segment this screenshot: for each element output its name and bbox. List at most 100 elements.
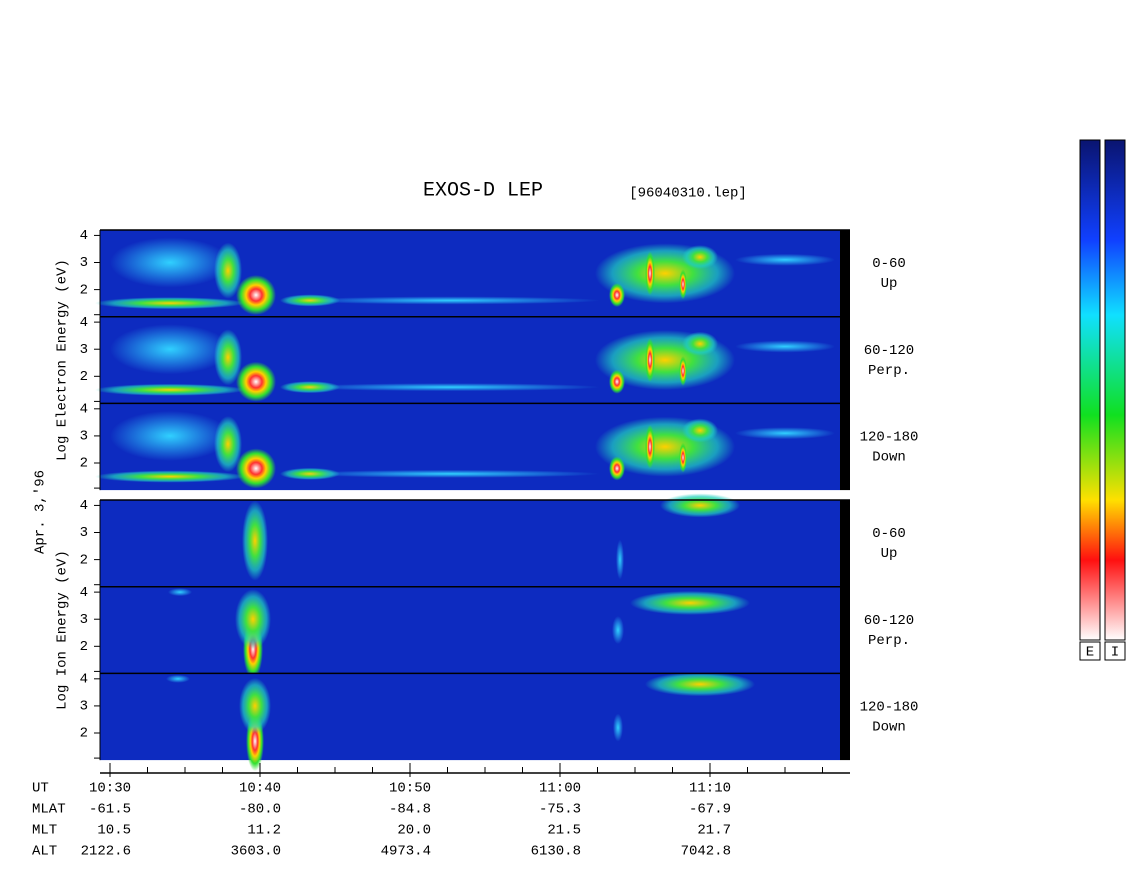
spectral-feature	[609, 283, 625, 308]
y-tick-label: 2	[80, 726, 88, 742]
data-gap-strip	[840, 403, 850, 491]
channel-label: 60-120	[864, 613, 914, 629]
orbit-value: -80.0	[239, 802, 281, 818]
orbit-value: -67.9	[689, 802, 731, 818]
colorbar-label: I	[1111, 645, 1119, 661]
spectral-feature	[236, 448, 276, 489]
channel-label: 0-60	[872, 526, 906, 542]
spectral-feature	[95, 470, 245, 483]
row-label: MLT	[32, 823, 57, 839]
spectral-feature	[110, 410, 230, 461]
direction-label: Perp.	[868, 363, 910, 379]
orbit-value: 4973.4	[381, 844, 431, 860]
x-tick-label: 10:30	[89, 781, 131, 797]
colorbar	[1079, 139, 1101, 641]
x-tick-label: 10:40	[239, 781, 281, 797]
x-tick-label: 11:00	[539, 781, 581, 797]
spectral-feature	[630, 590, 750, 615]
spectral-feature	[645, 338, 655, 383]
spectral-feature	[300, 383, 600, 392]
row-label: ALT	[32, 844, 57, 860]
panel: 2 3 4 120-180 Down	[80, 672, 919, 772]
spectral-feature	[110, 324, 230, 375]
spectral-feature	[735, 253, 835, 266]
spectral-feature	[612, 616, 624, 645]
y-tick-label: 4	[80, 498, 88, 514]
y-tick-label: 4	[80, 672, 88, 688]
orbit-value: -75.3	[539, 802, 581, 818]
row-label: MLAT	[32, 802, 66, 818]
orbit-value: -84.8	[389, 802, 431, 818]
spectral-feature	[236, 275, 276, 316]
y-tick-label: 2	[80, 456, 88, 472]
spectral-feature	[236, 361, 276, 402]
colorbar-label: E	[1086, 645, 1094, 661]
data-gap-strip	[840, 316, 850, 404]
direction-label: Up	[881, 276, 898, 292]
y-tick-label: 2	[80, 282, 88, 298]
spectral-feature	[239, 677, 271, 734]
spectral-feature	[110, 237, 230, 288]
y-tick-label: 4	[80, 585, 88, 601]
spectral-feature	[168, 588, 192, 597]
direction-label: Down	[872, 449, 906, 465]
spectral-feature	[682, 418, 718, 443]
data-gap-strip	[840, 586, 850, 674]
x-tick-label: 10:50	[389, 781, 431, 797]
y-tick-label: 3	[80, 525, 88, 541]
spectral-feature	[735, 427, 835, 440]
orbit-value: 10.5	[97, 823, 131, 839]
direction-label: Perp.	[868, 633, 910, 649]
orbit-value: 2122.6	[81, 844, 131, 860]
spectral-feature	[95, 383, 245, 396]
spectral-feature	[682, 331, 718, 356]
orbit-value: -61.5	[89, 802, 131, 818]
panel: 2 3 4 60-120 Perp.	[80, 585, 914, 680]
panel: 2 3 4 0-60 Up	[80, 228, 906, 317]
y-tick-label: 3	[80, 342, 88, 358]
y-tick-label: 3	[80, 429, 88, 445]
spectral-feature	[235, 589, 271, 650]
orbit-value: 3603.0	[231, 844, 281, 860]
data-gap-strip	[840, 500, 850, 587]
y-tick-label: 4	[80, 228, 88, 244]
channel-label: 60-120	[864, 343, 914, 359]
spectral-feature	[645, 424, 655, 469]
colorbars	[1079, 139, 1126, 661]
channel-label: 120-180	[860, 699, 919, 715]
spectral-feature	[242, 500, 268, 581]
y-tick-label: 3	[80, 255, 88, 271]
panel-group: Log Electron Energy (eV) 2 3 4 0-60 Up 2 3 4 60-1…	[55, 228, 918, 491]
colorbar-box	[1079, 641, 1101, 661]
colorbar	[1104, 139, 1126, 641]
y-tick-label: 2	[80, 639, 88, 655]
y-tick-label: 2	[80, 552, 88, 568]
direction-label: Up	[881, 546, 898, 562]
orbit-value: 6130.8	[531, 844, 581, 860]
title: EXOS-D LEP	[423, 179, 543, 202]
data-gap-strip	[840, 230, 850, 317]
spectral-feature	[609, 369, 625, 394]
group-y-label: Log Electron Energy (eV)	[55, 259, 71, 461]
y-tick-label: 3	[80, 612, 88, 628]
spectral-feature	[609, 456, 625, 481]
date-label: Apr. 3,'96	[33, 470, 49, 554]
spectral-feature	[735, 340, 835, 353]
spectral-feature	[300, 296, 600, 305]
spectral-feature	[95, 297, 245, 310]
orbit-value: 21.5	[547, 823, 581, 839]
y-tick-label: 2	[80, 369, 88, 385]
panel-group: Log Ion Energy (eV) 2 3 4 0-60 Up 2 3 4 60-120 Per…	[55, 493, 919, 772]
panel: 2 3 4 60-120 Perp.	[80, 315, 914, 404]
spectral-feature	[300, 469, 600, 478]
y-tick-label: 4	[80, 402, 88, 418]
orbit-value: 21.7	[697, 823, 731, 839]
row-label: UT	[32, 781, 49, 797]
panel: 2 3 4 120-180 Down	[80, 402, 918, 491]
spectral-feature	[660, 493, 740, 518]
orbit-value: 20.0	[397, 823, 431, 839]
spectral-feature	[616, 539, 624, 580]
spectral-feature	[679, 269, 687, 300]
spectral-feature	[645, 672, 755, 697]
